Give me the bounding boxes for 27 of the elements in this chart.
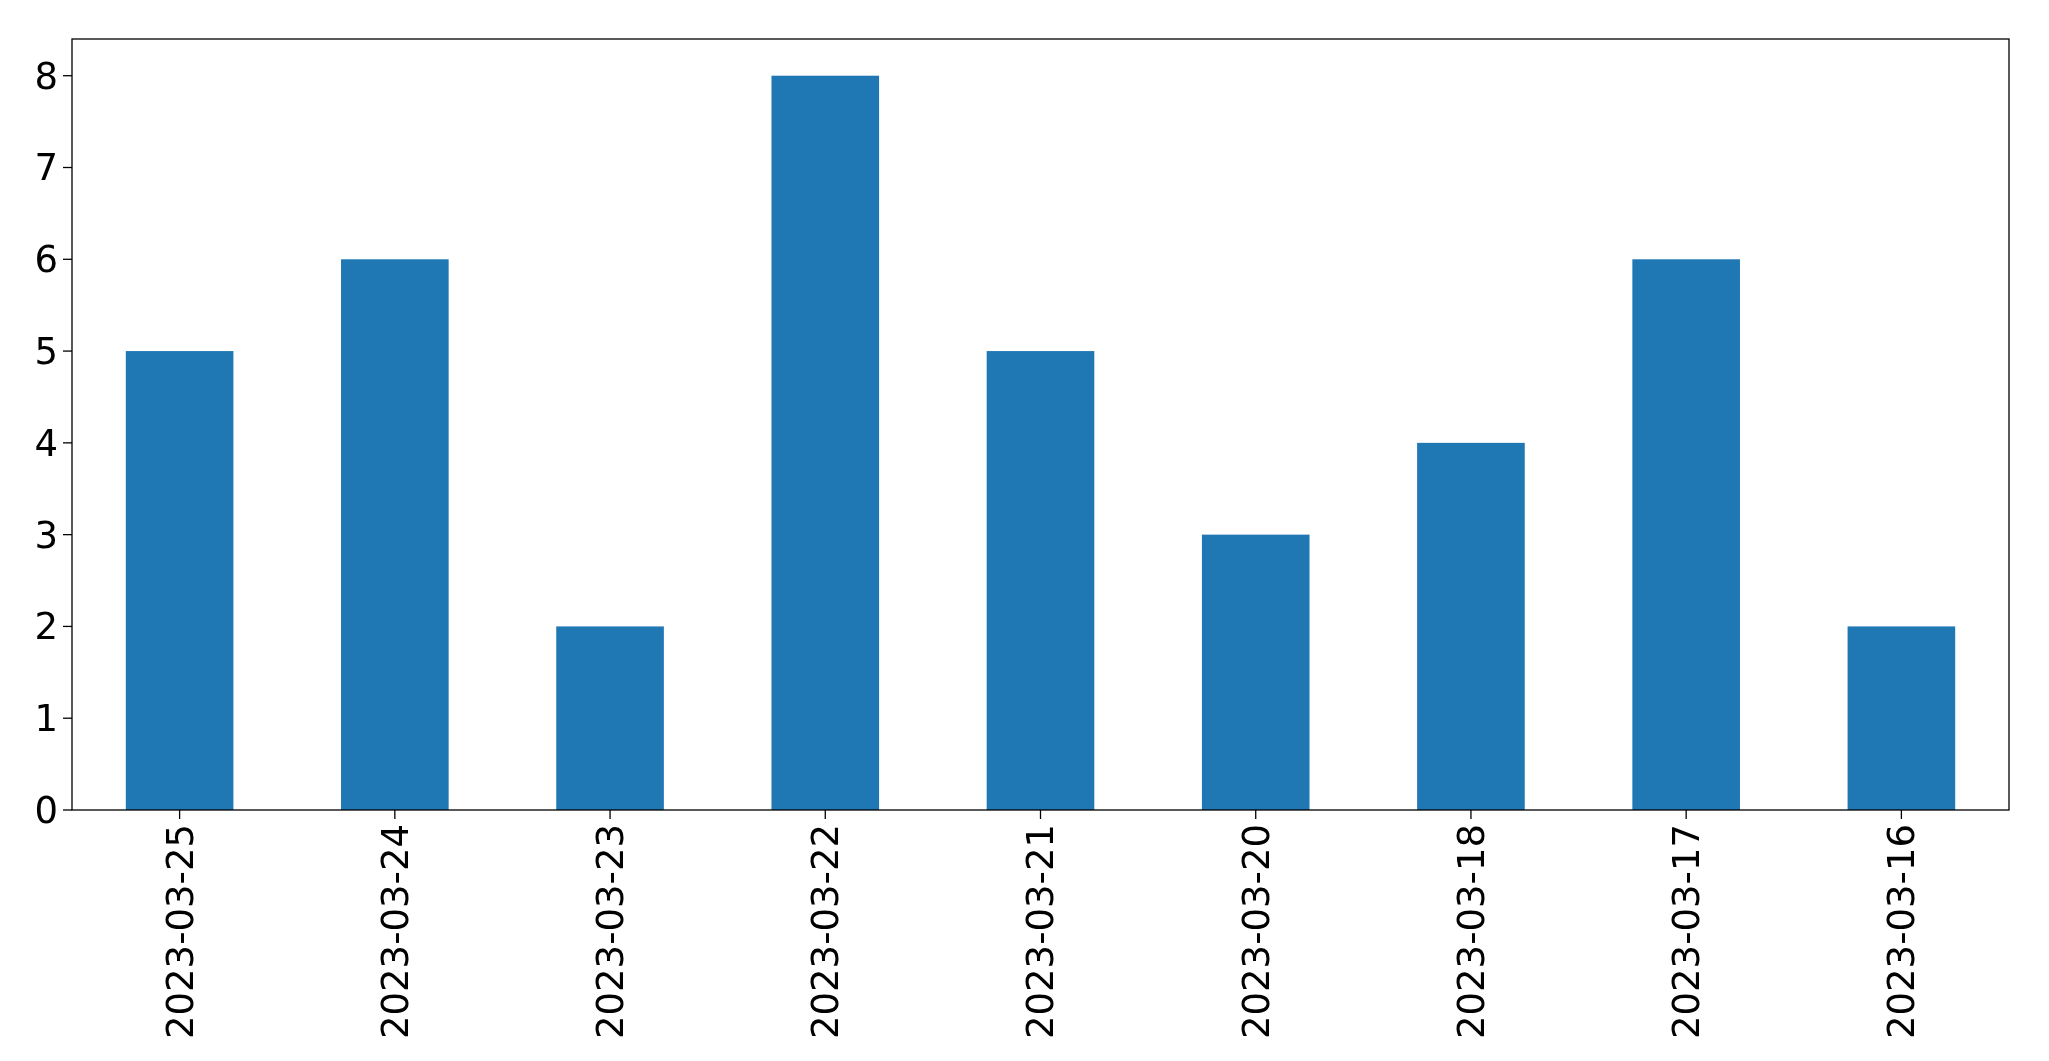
- x-tick-label: 2023-03-16: [1880, 824, 1924, 1040]
- y-tick-label: 7: [34, 146, 58, 190]
- x-tick-label: 2023-03-23: [589, 824, 633, 1040]
- x-tick-label: 2023-03-21: [1019, 824, 1063, 1040]
- bar: [556, 626, 664, 810]
- x-tick-label: 2023-03-20: [1234, 824, 1278, 1040]
- x-tick-label: 2023-03-18: [1449, 824, 1493, 1040]
- y-tick-label: 1: [34, 697, 58, 741]
- y-tick-label: 6: [34, 238, 58, 282]
- x-tick-label: 2023-03-24: [373, 824, 417, 1040]
- bar: [125, 351, 234, 810]
- y-tick-label: 2: [34, 605, 58, 649]
- y-tick-label: 4: [34, 421, 58, 465]
- x-tick-label: 2023-03-22: [804, 824, 848, 1040]
- bar: [771, 75, 880, 810]
- bar: [1417, 442, 1525, 810]
- x-tick-label: 2023-03-25: [158, 824, 202, 1040]
- bar: [986, 351, 1095, 810]
- bar: [1632, 259, 1740, 810]
- y-tick-label: 5: [34, 330, 58, 374]
- bar: [1847, 626, 1956, 810]
- y-tick-label: 8: [34, 54, 58, 98]
- bar: [341, 259, 449, 810]
- y-tick-label: 3: [34, 513, 58, 557]
- y-tick-label: 0: [34, 788, 58, 832]
- bar: [1201, 534, 1310, 810]
- x-tick-label: 2023-03-17: [1665, 824, 1709, 1040]
